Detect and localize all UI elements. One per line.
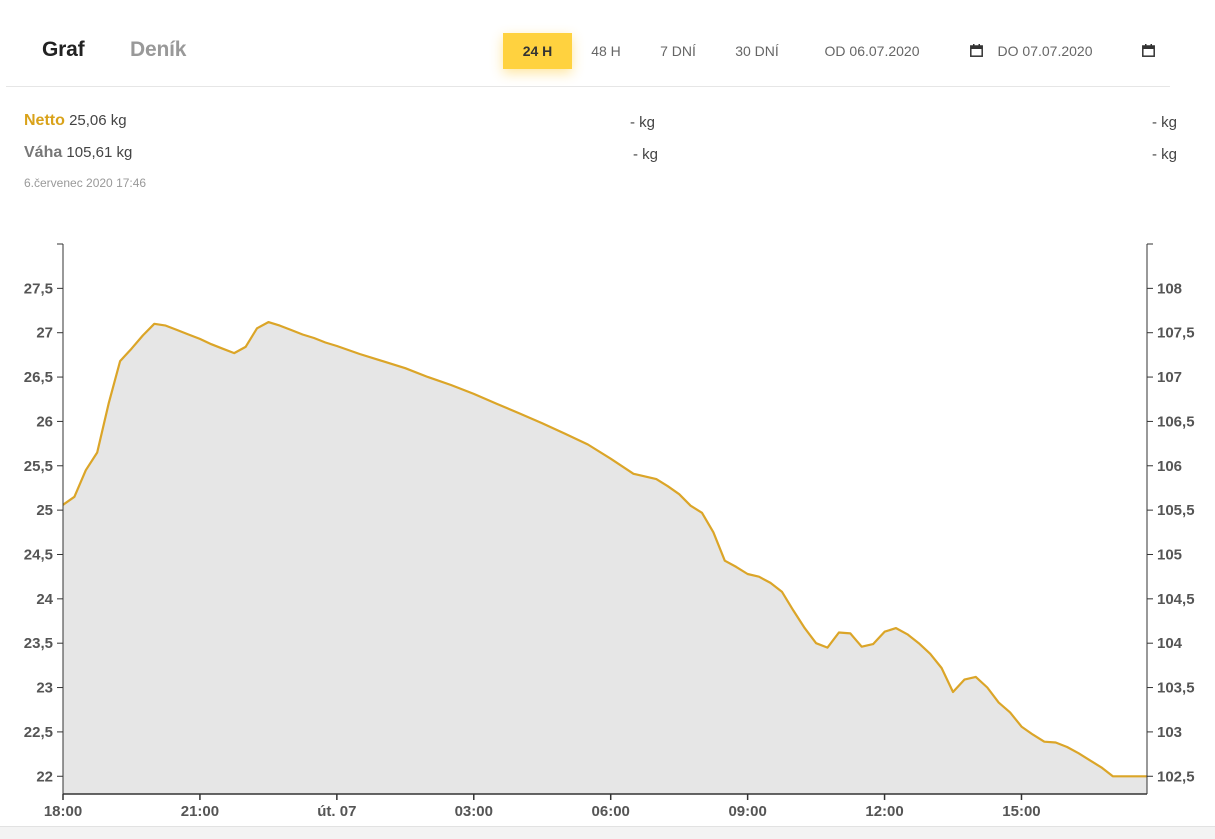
netto-row: Netto 25,06 kg <box>24 112 127 130</box>
y-left-tick-label: 23,5 <box>24 635 53 652</box>
x-tick-label: 06:00 <box>592 803 630 820</box>
y-right-tick-label: 108 <box>1157 280 1182 297</box>
x-tick-label: 21:00 <box>181 803 219 820</box>
y-right-tick-label: 103,5 <box>1157 680 1195 697</box>
tab-graph[interactable]: Graf <box>42 38 85 61</box>
date-from-field[interactable]: OD 06.07.2020 <box>824 43 920 59</box>
x-tick-label: út. 07 <box>317 803 356 820</box>
calendar-icon[interactable] <box>970 44 983 57</box>
y-right-tick-label: 105,5 <box>1157 502 1195 519</box>
x-tick-label: 09:00 <box>728 803 766 820</box>
y-left-tick-label: 27,5 <box>24 280 53 297</box>
y-right-tick-label: 103 <box>1157 724 1182 741</box>
y-right-tick-label: 106 <box>1157 458 1182 475</box>
y-left-tick-label: 22 <box>36 768 53 785</box>
timestamp: 6.červenec 2020 17:46 <box>24 176 147 190</box>
y-left-tick-label: 25 <box>36 502 53 519</box>
y-left-tick-label: 27 <box>36 325 53 342</box>
x-tick-label: 18:00 <box>44 803 82 820</box>
x-tick-label: 03:00 <box>455 803 493 820</box>
vaha-mid-value: - kg <box>633 146 659 163</box>
y-right-tick-label: 102,5 <box>1157 768 1195 785</box>
vaha-right-value: - kg <box>1152 146 1178 163</box>
y-left-tick-label: 24,5 <box>24 546 53 563</box>
x-tick-label: 15:00 <box>1002 803 1040 820</box>
netto-right-value: - kg <box>1152 114 1178 131</box>
range-7d-button[interactable]: 7 DNÍ <box>660 43 696 59</box>
y-left-tick-label: 26 <box>36 413 53 430</box>
y-left-tick-label: 25,5 <box>24 458 53 475</box>
y-left-tick-label: 23 <box>36 680 53 697</box>
vaha-row: Váha 105,61 kg <box>24 144 132 162</box>
date-to-field[interactable]: DO 07.07.2020 <box>997 43 1093 59</box>
range-48h-button[interactable]: 48 H <box>591 43 621 59</box>
y-right-tick-label: 107,5 <box>1157 325 1195 342</box>
netto-value: 25,06 kg <box>69 112 127 129</box>
tab-diary[interactable]: Deník <box>130 38 187 61</box>
vaha-value: 105,61 kg <box>66 144 133 161</box>
range-30d-button[interactable]: 30 DNÍ <box>735 43 779 59</box>
weight-chart[interactable]: 22 22,5 23 23,5 24 24,5 25 25,5 26 26,5 27 27,5 102,… <box>0 230 1215 826</box>
netto-mid-value: - kg <box>630 114 656 131</box>
netto-series-line <box>62 321 1147 778</box>
y-left-tick-label: 24 <box>36 591 53 608</box>
y-right-tick-label: 104,5 <box>1157 591 1195 608</box>
chart-area-fill <box>63 322 1147 794</box>
y-right-tick-label: 105 <box>1157 546 1182 563</box>
y-right-tick-label: 107 <box>1157 369 1182 386</box>
y-right-tick-label: 106,5 <box>1157 413 1195 430</box>
calendar-icon[interactable] <box>1142 44 1155 57</box>
y-right-tick-label: 104 <box>1157 635 1183 652</box>
netto-label: Netto <box>24 112 65 129</box>
vaha-label: Váha <box>24 144 63 161</box>
top-bar <box>6 0 1170 87</box>
x-tick-label: 12:00 <box>865 803 903 820</box>
y-left-tick-label: 26,5 <box>24 369 53 386</box>
footer-strip <box>0 826 1215 839</box>
range-24h-button[interactable]: 24 H <box>503 33 572 69</box>
y-left-tick-label: 22,5 <box>24 724 53 741</box>
